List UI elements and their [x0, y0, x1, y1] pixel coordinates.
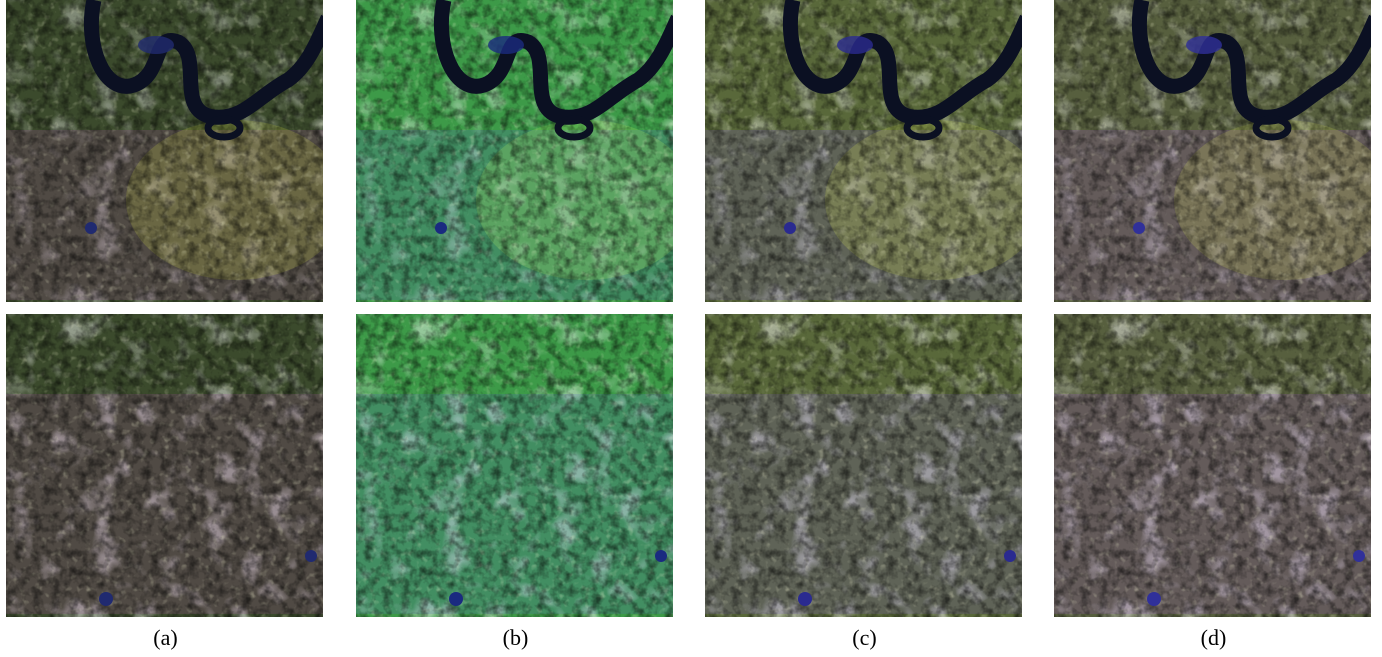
pond [655, 550, 667, 562]
image-content [1054, 0, 1382, 302]
image-panel [6, 314, 323, 617]
pond [99, 592, 113, 606]
pond [1353, 550, 1365, 562]
pond [85, 222, 97, 234]
image-content [6, 314, 323, 617]
pond [435, 222, 447, 234]
image-panel [6, 0, 346, 302]
pond [798, 592, 812, 606]
pond [1004, 550, 1016, 562]
image-content [6, 0, 346, 302]
image-content [356, 314, 673, 617]
lake [837, 36, 873, 54]
image-panel [705, 0, 1045, 302]
image-panel [1054, 314, 1371, 617]
pond [784, 222, 796, 234]
image-content [356, 0, 696, 302]
image-content [705, 314, 1022, 617]
panel-caption: (d) [1201, 625, 1227, 650]
lake [488, 36, 524, 54]
lake [1186, 36, 1222, 54]
image-panel [356, 314, 673, 617]
texture [1054, 314, 1371, 617]
panel-caption: (b) [503, 625, 529, 650]
image-panel [1054, 0, 1382, 302]
image-panel [705, 314, 1022, 617]
figure: (a) (b) (c) (d) [0, 0, 1382, 657]
image-panel [356, 0, 696, 302]
pond [1147, 592, 1161, 606]
image-content [1054, 314, 1371, 617]
lake [138, 36, 174, 54]
image-content [705, 0, 1045, 302]
panel-caption: (a) [153, 625, 177, 650]
page: (a)(b)(c)(d) (() => { const data = JSON.… [0, 0, 1382, 657]
texture [356, 314, 673, 617]
texture [705, 314, 1022, 617]
panel-caption: (c) [852, 625, 876, 650]
pond [449, 592, 463, 606]
texture [6, 314, 323, 617]
pond [305, 550, 317, 562]
pond [1133, 222, 1145, 234]
